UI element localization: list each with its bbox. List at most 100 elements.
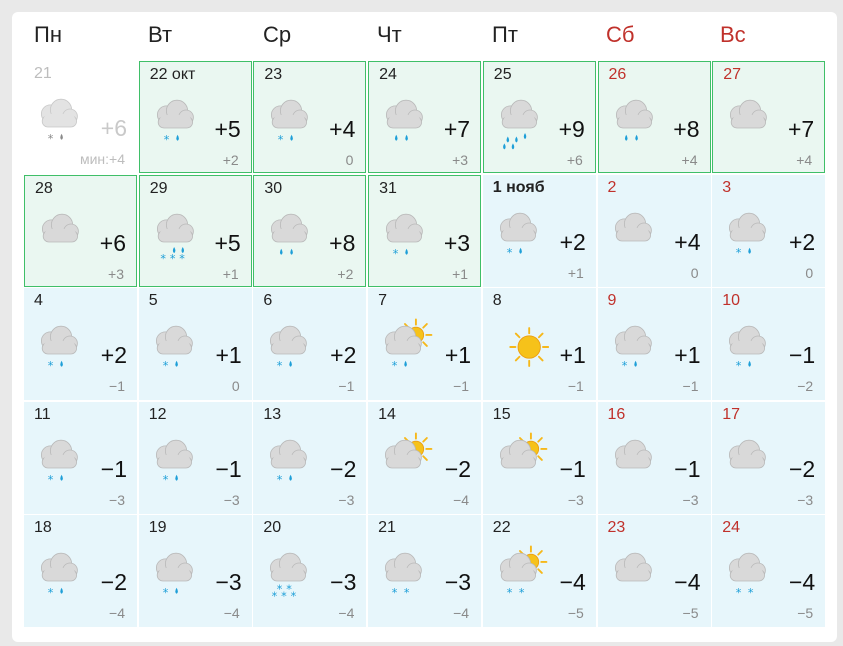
day-cell[interactable]: 13 * −2 −3 bbox=[253, 401, 367, 514]
temp-max: +2 bbox=[559, 228, 586, 255]
day-cell[interactable]: 2 +4 0 bbox=[597, 174, 711, 287]
svg-text:*: * bbox=[748, 587, 754, 600]
day-cell[interactable]: 6 * +2 −1 bbox=[253, 288, 367, 401]
temp-min: −4 bbox=[453, 605, 470, 622]
day-date: 24 bbox=[722, 519, 740, 537]
svg-text:*: * bbox=[48, 473, 54, 486]
day-cell[interactable]: 30 +8 +2 bbox=[253, 174, 367, 287]
day-cell[interactable]: 11 * −1 −3 bbox=[24, 401, 137, 514]
day-date: 7 bbox=[378, 292, 387, 310]
day-cell[interactable]: 24 +7 +3 bbox=[368, 61, 482, 173]
temp-min: −3 bbox=[797, 491, 814, 508]
temp-min: +4 bbox=[681, 152, 698, 168]
day-cell[interactable]: 31 * +3 +1 bbox=[368, 174, 482, 287]
day-cell[interactable]: 14 −2 −4 bbox=[368, 401, 482, 514]
day-cell[interactable]: 7 * +1 −1 bbox=[368, 288, 482, 401]
day-cell[interactable]: 4 * +2 −1 bbox=[24, 288, 137, 401]
temp-min: +4 bbox=[796, 152, 813, 168]
temp-min: −2 bbox=[797, 378, 814, 395]
temp-min: −3 bbox=[338, 491, 355, 508]
svg-text:*: * bbox=[162, 473, 168, 486]
day-cell[interactable]: 18 * −2 −4 bbox=[24, 515, 137, 628]
day-cell[interactable]: 25 +9 +6 bbox=[482, 61, 596, 173]
temp-max: −4 bbox=[788, 569, 816, 596]
svg-text:*: * bbox=[392, 360, 398, 373]
cloud-snow-rain-icon: * bbox=[386, 213, 423, 260]
day-cell[interactable]: 21 * * −3 −4 bbox=[368, 515, 482, 628]
temp-min: +2 bbox=[337, 265, 354, 282]
day-cell[interactable]: 22 * * −4 −5 bbox=[482, 515, 596, 628]
svg-text:*: * bbox=[291, 590, 297, 603]
weekday-2: Вт bbox=[148, 22, 173, 47]
cloud-snow-rain-icon: * bbox=[40, 98, 78, 145]
svg-text:*: * bbox=[163, 133, 169, 146]
day-cell[interactable]: 16 −1 −3 bbox=[597, 401, 711, 514]
temp-min: −3 bbox=[567, 491, 584, 508]
day-cell[interactable]: 26 +8 +4 bbox=[597, 61, 711, 173]
cloud-heavy-snow-icon: * * ** * bbox=[270, 553, 308, 603]
day-cell[interactable]: 19 * −3 −4 bbox=[138, 515, 252, 628]
svg-text:*: * bbox=[736, 360, 742, 373]
svg-text:*: * bbox=[48, 132, 54, 145]
temp-max: −4 bbox=[674, 569, 701, 596]
day-cell[interactable]: 3 * +2 0 bbox=[712, 174, 826, 287]
temp-min: −4 bbox=[453, 491, 470, 508]
weekday-1: Пн bbox=[34, 22, 62, 47]
day-date: 17 bbox=[722, 405, 740, 423]
day-cell[interactable]: 22 окт * +5 +2 bbox=[138, 61, 252, 173]
temp-min: −3 bbox=[109, 491, 125, 508]
day-date: 4 bbox=[34, 292, 43, 310]
temp-max: +7 bbox=[443, 116, 471, 142]
temp-min: +1 bbox=[567, 264, 584, 281]
day-cell[interactable]: 17 −2 −3 bbox=[712, 401, 826, 514]
day-cell[interactable]: 27 +7 +4 bbox=[712, 61, 826, 173]
cloud-icon bbox=[41, 213, 79, 242]
cloud-snow-rain-icon: * bbox=[40, 553, 78, 600]
day-date: 26 bbox=[608, 66, 627, 83]
day-cell[interactable]: 15 −1 −3 bbox=[482, 401, 596, 514]
weekday-7: Вс bbox=[720, 22, 746, 47]
day-cell[interactable]: 12 * −1 −3 bbox=[138, 401, 252, 514]
cloud-rain-icon bbox=[615, 99, 653, 141]
temp-max: −4 bbox=[559, 569, 586, 596]
cloud-snow-rain-icon: * bbox=[729, 325, 766, 373]
day-cell[interactable]: 28 +6 +3 bbox=[24, 174, 137, 287]
temp-min: −1 bbox=[109, 378, 125, 395]
day-cell[interactable]: 5 * +1 0 bbox=[138, 288, 252, 401]
day-cell[interactable]: 20 * * * * * −3 −4 bbox=[253, 515, 367, 628]
cloud-snow-rain-icon: * bbox=[155, 439, 193, 486]
sun-icon bbox=[509, 327, 549, 368]
cloud-icon bbox=[730, 99, 767, 129]
day-cell[interactable]: 9 * +1 −1 bbox=[597, 288, 711, 401]
day-cell[interactable]: 23 * +4 0 bbox=[253, 61, 367, 173]
temp-max: +6 bbox=[100, 115, 127, 141]
day-date: 29 bbox=[149, 179, 168, 197]
day-cell[interactable]: 1 нояб * +2 +1 bbox=[482, 174, 596, 287]
temp-max: −3 bbox=[215, 569, 242, 596]
temp-max: +2 bbox=[100, 342, 127, 369]
cloud-snow-rain-icon: * bbox=[729, 212, 766, 259]
svg-text:*: * bbox=[736, 587, 742, 600]
sun-cloud-icon bbox=[385, 432, 433, 469]
day-cell[interactable]: 23 −4 −5 bbox=[597, 515, 711, 628]
weekday-6: Сб bbox=[606, 22, 635, 47]
svg-text:*: * bbox=[277, 583, 283, 596]
day-cell[interactable]: 8 +1 −1 bbox=[482, 288, 596, 401]
temp-min: −4 bbox=[109, 605, 125, 622]
temp-max: +1 bbox=[444, 342, 472, 369]
svg-text:*: * bbox=[277, 473, 283, 486]
svg-text:*: * bbox=[621, 360, 627, 373]
temp-max: +4 bbox=[329, 116, 356, 142]
day-date: 31 bbox=[379, 179, 397, 197]
temp-max: +2 bbox=[330, 342, 357, 369]
weekday-4: Чт bbox=[377, 22, 402, 47]
temp-min: −1 bbox=[682, 378, 699, 395]
day-cell[interactable]: 24 * * −4 −5 bbox=[712, 515, 826, 628]
day-cell[interactable]: 21 * +6 мин:+4 bbox=[24, 61, 137, 173]
temp-max: −1 bbox=[559, 455, 586, 482]
day-cell[interactable]: 10 * −1 −2 bbox=[712, 288, 826, 401]
temp-min: −3 bbox=[682, 491, 699, 508]
day-date: 23 bbox=[264, 66, 283, 83]
day-date: 22 bbox=[492, 519, 511, 537]
day-cell[interactable]: 29 * * * +5 +1 bbox=[138, 174, 252, 287]
